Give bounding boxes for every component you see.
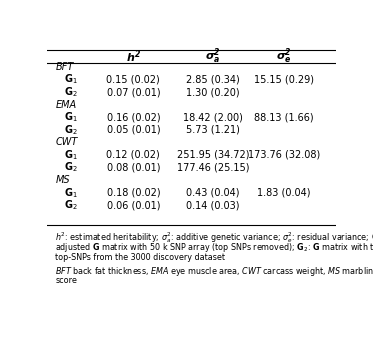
Text: 15.15 (0.29): 15.15 (0.29)	[254, 74, 314, 85]
Text: EMA: EMA	[55, 100, 76, 110]
Text: BFT: BFT	[55, 62, 74, 72]
Text: $\mathbf{G}_{1}$: $\mathbf{G}_{1}$	[64, 110, 78, 124]
Text: 2.85 (0.34): 2.85 (0.34)	[186, 74, 240, 85]
Text: $\mathbf{G}_{2}$: $\mathbf{G}_{2}$	[64, 198, 78, 212]
Text: $\mathbf{G}_{2}$: $\mathbf{G}_{2}$	[64, 160, 78, 174]
Text: 173.76 (32.08): 173.76 (32.08)	[248, 150, 320, 160]
Text: adjusted $\mathbf{G}$ matrix with 50 k SNP array (top SNPs removed); $\mathbf{G}: adjusted $\mathbf{G}$ matrix with 50 k S…	[55, 241, 373, 254]
Text: 251.95 (34.72): 251.95 (34.72)	[176, 150, 249, 160]
Text: $\mathbf{G}_{1}$: $\mathbf{G}_{1}$	[64, 186, 78, 200]
Text: $\it{BFT}$ back fat thickness, $\it{EMA}$ eye muscle area, $\it{CWT}$ carcass we: $\it{BFT}$ back fat thickness, $\it{EMA}…	[55, 265, 373, 278]
Text: $\mathbf{G}_{2}$: $\mathbf{G}_{2}$	[64, 85, 78, 99]
Text: $\mathbf{G}_{1}$: $\mathbf{G}_{1}$	[64, 73, 78, 86]
Text: $\bfit{\sigma}_{\bfit{e}}^{\bfit{2}}$: $\bfit{\sigma}_{\bfit{e}}^{\bfit{2}}$	[276, 47, 292, 66]
Text: CWT: CWT	[55, 137, 78, 147]
Text: 0.07 (0.01): 0.07 (0.01)	[107, 87, 160, 97]
Text: $\mathbf{G}_{2}$: $\mathbf{G}_{2}$	[64, 123, 78, 137]
Text: 88.13 (1.66): 88.13 (1.66)	[254, 112, 313, 122]
Text: $\bfit{\sigma}_{\bfit{a}}^{\bfit{2}}$: $\bfit{\sigma}_{\bfit{a}}^{\bfit{2}}$	[205, 47, 221, 66]
Text: 1.30 (0.20): 1.30 (0.20)	[186, 87, 240, 97]
Text: 0.05 (0.01): 0.05 (0.01)	[107, 125, 160, 135]
Text: $\mathbf{G}_{1}$: $\mathbf{G}_{1}$	[64, 148, 78, 162]
Text: 5.73 (1.21): 5.73 (1.21)	[186, 125, 240, 135]
Text: 0.12 (0.02): 0.12 (0.02)	[106, 150, 160, 160]
Text: 0.06 (0.01): 0.06 (0.01)	[107, 200, 160, 210]
Text: MS: MS	[55, 175, 70, 185]
Text: top-SNPs from the 3000 discovery dataset: top-SNPs from the 3000 discovery dataset	[55, 253, 225, 261]
Text: score: score	[55, 276, 77, 285]
Text: 0.16 (0.02): 0.16 (0.02)	[107, 112, 160, 122]
Text: 0.08 (0.01): 0.08 (0.01)	[107, 163, 160, 172]
Text: 0.43 (0.04): 0.43 (0.04)	[186, 188, 239, 198]
Text: 0.14 (0.03): 0.14 (0.03)	[186, 200, 239, 210]
Text: 177.46 (25.15): 177.46 (25.15)	[176, 163, 249, 172]
Text: $\bfit{h}^{\bfit{2}}$: $\bfit{h}^{\bfit{2}}$	[126, 48, 141, 65]
Text: 1.83 (0.04): 1.83 (0.04)	[257, 188, 310, 198]
Text: 0.18 (0.02): 0.18 (0.02)	[107, 188, 160, 198]
Text: $h^2$: estimated heritability; $\sigma^2_a$: additive genetic variance; $\sigma^: $h^2$: estimated heritability; $\sigma^2…	[55, 230, 373, 245]
Text: 0.15 (0.02): 0.15 (0.02)	[106, 74, 160, 85]
Text: 18.42 (2.00): 18.42 (2.00)	[183, 112, 243, 122]
